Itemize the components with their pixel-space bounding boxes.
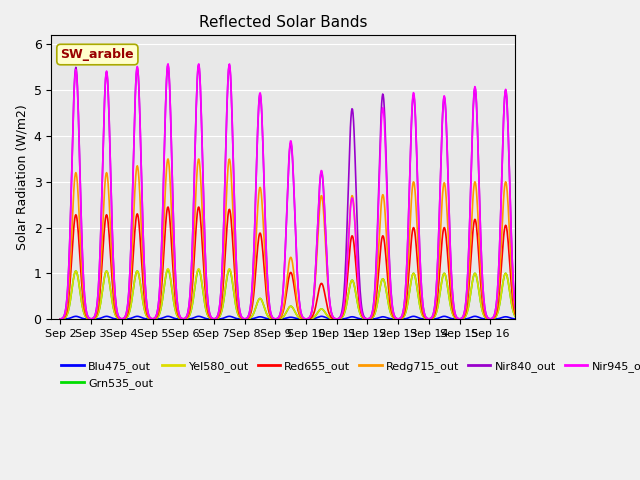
Y-axis label: Solar Radiation (W/m2): Solar Radiation (W/m2) [15,104,28,250]
Text: SW_arable: SW_arable [61,48,134,61]
Title: Reflected Solar Bands: Reflected Solar Bands [199,15,367,30]
Legend: Blu475_out, Grn535_out, Yel580_out, Red655_out, Redg715_out, Nir840_out, Nir945_: Blu475_out, Grn535_out, Yel580_out, Red6… [57,357,640,393]
